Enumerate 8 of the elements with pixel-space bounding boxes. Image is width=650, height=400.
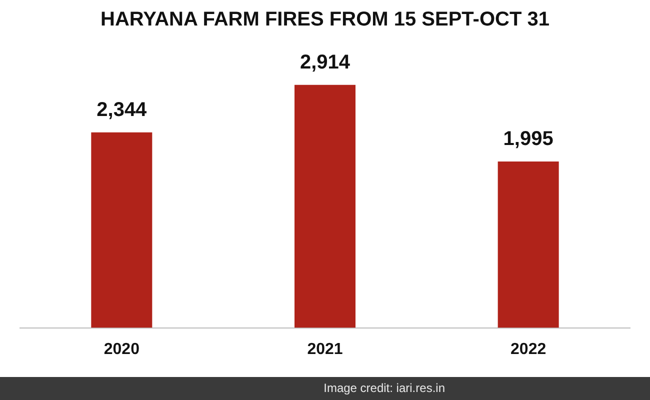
text: Image credit: iari.res.in xyxy=(0,377,650,400)
data-label: 2,344 xyxy=(96,98,148,121)
data-label: 1,995 xyxy=(503,128,554,150)
data-label: 2,914 xyxy=(300,51,351,74)
chart-title: HARYANA FARM FIRES FROM 15 SEPT-OCT 31 xyxy=(100,8,550,31)
x-tick-label: 2021 xyxy=(307,340,343,358)
x-tick-label: 2022 xyxy=(510,340,546,358)
x-tick-label: 2020 xyxy=(104,340,140,358)
